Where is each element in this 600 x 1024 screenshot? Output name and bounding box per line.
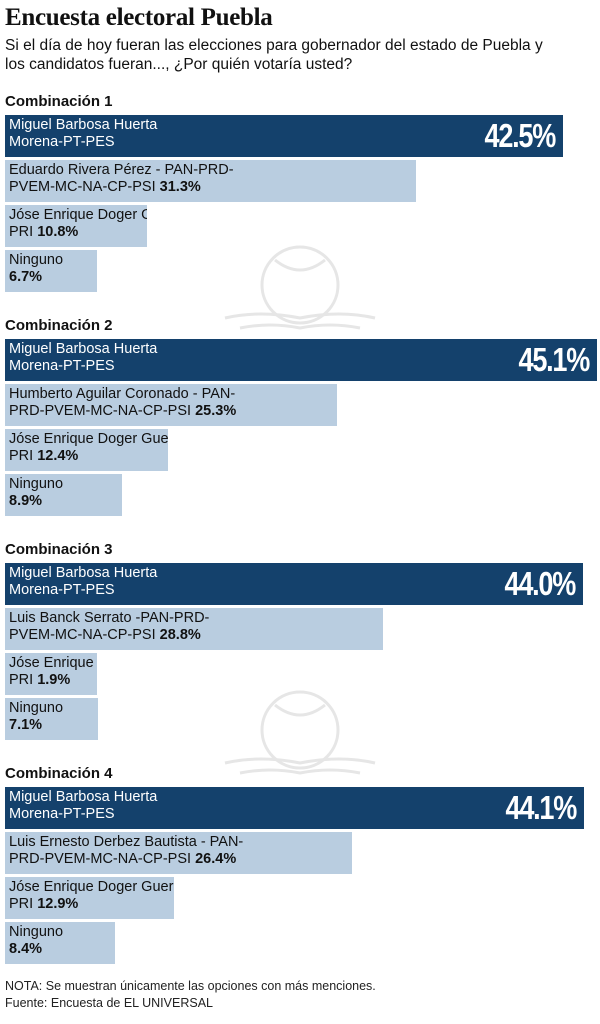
bar-label-line2: PVEM-MC-NA-CP-PSI 28.8% xyxy=(9,627,379,644)
party-label: PVEM-MC-NA-CP-PSI xyxy=(9,627,160,643)
bar-leading-candidate: Miguel Barbosa Huerta Morena-PT-PES 44.0% xyxy=(5,563,583,605)
data-label-large: 44.1% xyxy=(505,789,577,826)
data-label: 26.4% xyxy=(195,851,237,867)
chart-title: Encuesta electoral Puebla xyxy=(5,4,273,31)
data-label: 12.4% xyxy=(37,448,79,464)
bar-label-line1: Ninguno xyxy=(9,924,64,940)
bar-label-line1: Luis Ernesto Derbez Bautista - PAN- xyxy=(9,834,244,850)
party-label: Morena-PT-PES xyxy=(9,134,115,150)
bar-candidate: Jóse Enrique Doger GuerreroPRI 10.8% xyxy=(5,205,147,247)
bar-label-line2: PRD-PVEM-MC-NA-CP-PSI 25.3% xyxy=(9,403,333,420)
party-label: PRI xyxy=(9,448,38,464)
bar-leading-candidate: Miguel Barbosa Huerta Morena-PT-PES 45.1% xyxy=(5,339,597,381)
bar-label-line2: Morena-PT-PES xyxy=(9,806,580,823)
party-label: Morena-PT-PES xyxy=(9,806,115,822)
bar-label-line2: PRI 10.8% xyxy=(9,224,143,241)
data-label: 28.8% xyxy=(159,627,201,643)
bar-label-line1: Jóse Enrique Doger Guerrero xyxy=(9,207,147,223)
data-label: 31.3% xyxy=(159,179,201,195)
bar-candidate: Jóse Enrique Doger GuerreroPRI 12.4% xyxy=(5,429,168,471)
data-label: 7.1% xyxy=(9,717,43,733)
bar-candidate: Jóse Enrique Doger GuerreroPRI 12.9% xyxy=(5,877,174,919)
bar-label-line2: 6.7% xyxy=(9,269,93,286)
watermark-logo-icon xyxy=(224,690,376,775)
bar-label-line1: Eduardo Rivera Pérez - PAN-PRD- xyxy=(9,162,234,178)
group-label: Combinación 1 xyxy=(5,93,113,110)
party-label: PRI xyxy=(9,896,38,912)
party-label: PVEM-MC-NA-CP-PSI xyxy=(9,179,160,195)
bar-label-line1: Miguel Barbosa Huerta xyxy=(9,789,158,805)
party-label: Morena-PT-PES xyxy=(9,358,115,374)
bar-label-line2: Morena-PT-PES xyxy=(9,582,579,599)
bar-label-line1: Ninguno xyxy=(9,476,64,492)
party-label: PRI xyxy=(9,224,38,240)
bar-candidate: Ninguno 8.9% xyxy=(5,474,122,516)
bar-candidate: Ninguno 7.1% xyxy=(5,698,98,740)
data-label: 12.9% xyxy=(37,896,79,912)
bar-candidate: Luis Banck Serrato -PAN-PRD- PVEM-MC-NA-C… xyxy=(5,608,383,650)
data-label: 8.9% xyxy=(9,493,43,509)
bar-label-line2: Morena-PT-PES xyxy=(9,134,559,151)
bar-candidate: Ninguno 6.7% xyxy=(5,250,97,292)
group-label: Combinación 3 xyxy=(5,541,113,558)
data-label-large: 42.5% xyxy=(484,117,556,154)
bar-candidate: Jóse Enrique Doger GuerreroPRI 1.9% xyxy=(5,653,97,695)
bar-candidate: Eduardo Rivera Pérez - PAN-PRD- PVEM-MC-N… xyxy=(5,160,416,202)
footnote: NOTA: Se muestran únicamente las opcione… xyxy=(5,978,595,1012)
bar-label-line1: Miguel Barbosa Huerta xyxy=(9,341,158,357)
data-label-large: 45.1% xyxy=(518,341,590,378)
source-text: Fuente: Encuesta de EL UNIVERSAL xyxy=(5,996,213,1010)
bar-label-line1: Jóse Enrique Doger Guerrero xyxy=(9,431,168,447)
bar-label-line2: PRD-PVEM-MC-NA-CP-PSI 26.4% xyxy=(9,851,348,868)
bar-label-line2: PRI 1.9% xyxy=(9,672,93,689)
group-label: Combinación 4 xyxy=(5,765,113,782)
bar-label-line1: Ninguno xyxy=(9,252,64,268)
bar-label-line2: PVEM-MC-NA-CP-PSI 31.3% xyxy=(9,179,412,196)
data-label: 10.8% xyxy=(37,224,79,240)
bar-label-line1: Ninguno xyxy=(9,700,64,716)
bar-candidate: Humberto Aguilar Coronado - PAN- PRD-PVEM… xyxy=(5,384,337,426)
bar-label-line2: 8.9% xyxy=(9,493,118,510)
party-label: Morena-PT-PES xyxy=(9,582,115,598)
data-label-large: 44.0% xyxy=(504,565,576,602)
note-text: NOTA: Se muestran únicamente las opcione… xyxy=(5,979,376,993)
bar-label-line2: 8.4% xyxy=(9,941,111,958)
bar-label-line1: Jóse Enrique Doger Guerrero xyxy=(9,879,174,895)
bar-label-line2: PRI 12.4% xyxy=(9,448,164,465)
data-label: 1.9% xyxy=(37,672,71,688)
chart-subtitle: Si el día de hoy fueran las elecciones p… xyxy=(5,37,543,73)
party-label: PRI xyxy=(9,672,38,688)
data-label: 6.7% xyxy=(9,269,43,285)
bar-label-line1: Miguel Barbosa Huerta xyxy=(9,117,158,133)
group-label: Combinación 2 xyxy=(5,317,113,334)
party-label: PRD-PVEM-MC-NA-CP-PSI xyxy=(9,403,196,419)
bar-label-line1: Jóse Enrique Doger Guerrero xyxy=(9,655,97,671)
data-label: 8.4% xyxy=(9,941,43,957)
bar-candidate: Ninguno 8.4% xyxy=(5,922,115,964)
bar-leading-candidate: Miguel Barbosa Huerta Morena-PT-PES 44.1% xyxy=(5,787,584,829)
bar-label-line2: Morena-PT-PES xyxy=(9,358,593,375)
bar-candidate: Luis Ernesto Derbez Bautista - PAN- PRD-P… xyxy=(5,832,352,874)
party-label: PRD-PVEM-MC-NA-CP-PSI xyxy=(9,851,196,867)
watermark-logo-icon xyxy=(224,245,376,330)
bar-label-line2: PRI 12.9% xyxy=(9,896,170,913)
bar-label-line2: 7.1% xyxy=(9,717,94,734)
bar-leading-candidate: Miguel Barbosa Huerta Morena-PT-PES 42.5% xyxy=(5,115,563,157)
bar-label-line1: Luis Banck Serrato -PAN-PRD- xyxy=(9,610,210,626)
bar-label-line1: Miguel Barbosa Huerta xyxy=(9,565,158,581)
data-label: 25.3% xyxy=(195,403,237,419)
bar-label-line1: Humberto Aguilar Coronado - PAN- xyxy=(9,386,236,402)
